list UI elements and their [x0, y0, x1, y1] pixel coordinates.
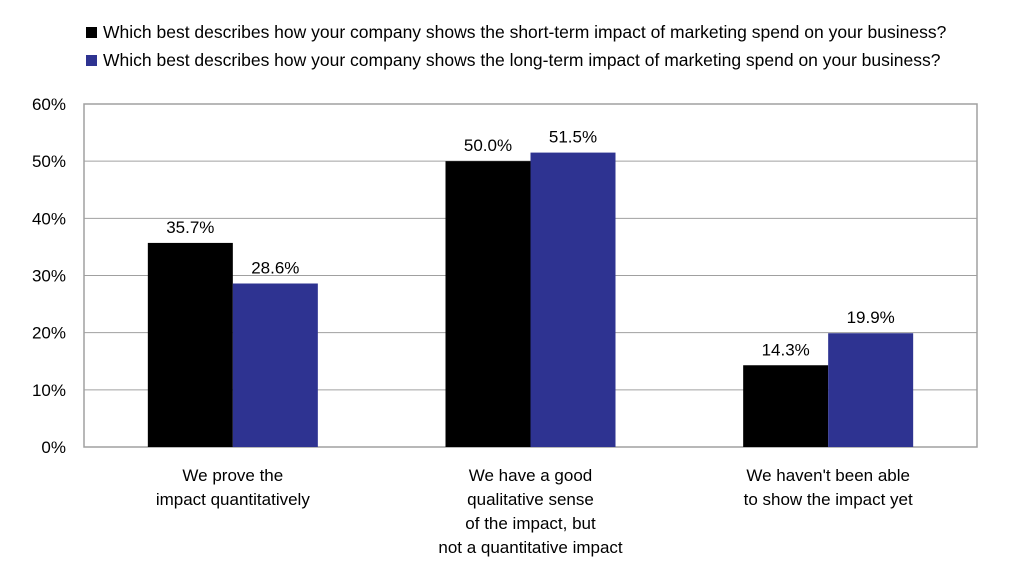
- y-tick-label: 20%: [32, 324, 66, 343]
- x-category-label: We prove the: [182, 466, 283, 485]
- y-tick-label: 50%: [32, 152, 66, 171]
- y-tick-label: 0%: [41, 438, 66, 457]
- legend-item-long-term: Which best describes how your company sh…: [86, 46, 946, 74]
- x-category-label: We have a good: [469, 466, 593, 485]
- x-category-label: not a quantitative impact: [438, 538, 623, 557]
- legend-swatch-long-term: [86, 54, 97, 66]
- bar: [147, 242, 233, 447]
- x-category-label: impact quantitatively: [156, 490, 311, 509]
- x-category-label: qualitative sense: [467, 490, 594, 509]
- x-category-label: of the impact, but: [465, 514, 596, 533]
- bar: [530, 152, 616, 447]
- data-label: 19.9%: [847, 308, 895, 327]
- legend-swatch-short-term: [86, 26, 97, 38]
- legend: Which best describes how your company sh…: [86, 18, 946, 74]
- x-category-label: We haven't been able: [746, 466, 910, 485]
- y-tick-label: 40%: [32, 209, 66, 228]
- bar: [232, 283, 318, 447]
- data-label: 50.0%: [464, 136, 512, 155]
- bar: [828, 333, 914, 447]
- y-tick-label: 10%: [32, 381, 66, 400]
- data-label: 14.3%: [762, 340, 810, 359]
- data-label: 51.5%: [549, 128, 597, 147]
- y-tick-label: 30%: [32, 267, 66, 286]
- legend-label-long-term: Which best describes how your company sh…: [103, 50, 941, 70]
- legend-item-short-term: Which best describes how your company sh…: [86, 18, 946, 46]
- bar: [445, 161, 531, 447]
- data-label: 35.7%: [166, 218, 214, 237]
- data-label: 28.6%: [251, 259, 299, 278]
- x-category-label: to show the impact yet: [744, 490, 913, 509]
- y-tick-label: 60%: [32, 95, 66, 114]
- bar: [743, 365, 829, 447]
- legend-label-short-term: Which best describes how your company sh…: [103, 22, 947, 42]
